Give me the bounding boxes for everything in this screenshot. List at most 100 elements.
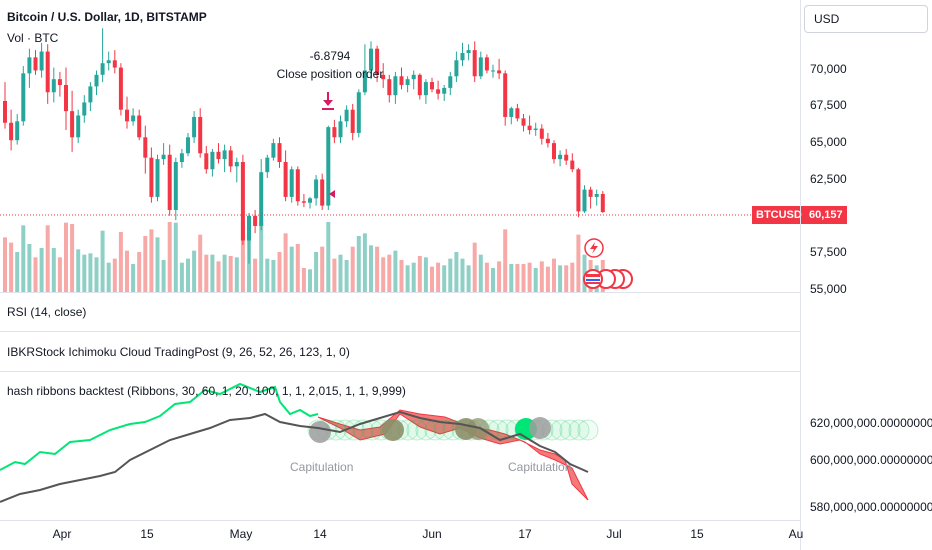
candle-body	[399, 76, 404, 85]
candle-body	[192, 116, 197, 138]
volume-bar	[259, 222, 264, 292]
volume-bar	[94, 257, 99, 292]
candle-body	[210, 151, 215, 170]
candle-body	[228, 150, 233, 167]
candle-body	[88, 86, 93, 103]
candle-body	[198, 116, 203, 154]
candle-body	[295, 169, 300, 202]
candle-body	[344, 109, 349, 122]
rsi-pane-label[interactable]: RSI (14, close)	[7, 305, 87, 319]
volume-bar	[570, 262, 575, 292]
ichimoku-pane-label[interactable]: IBKRStock Ichimoku Cloud TradingPost (9,…	[7, 345, 350, 359]
candle-body	[64, 84, 68, 112]
candle-body	[314, 179, 319, 199]
volume-bar	[45, 225, 50, 292]
order-label: Close position order	[276, 67, 384, 81]
volume-bar	[558, 265, 563, 292]
volume-bar	[51, 248, 56, 292]
candle-body	[21, 73, 26, 122]
volume-bar	[533, 268, 538, 292]
hash-ribbons-pane[interactable]	[0, 372, 800, 520]
time-tick: 17	[518, 527, 532, 541]
volume-bar	[186, 258, 190, 292]
hash-ribbons-pane-label[interactable]: hash ribbons backtest (Ribbons, 30, 60, …	[7, 384, 406, 398]
volume-bar	[9, 242, 14, 292]
candle-body	[222, 150, 227, 160]
time-tick: Jun	[422, 527, 442, 541]
volume-bar	[503, 229, 508, 292]
candle-body	[515, 108, 520, 119]
pane-divider	[0, 331, 800, 332]
volume-label[interactable]: Vol · BTC	[7, 31, 59, 45]
candle-body	[387, 79, 392, 96]
price-tick: 57,500	[810, 245, 847, 259]
volume-bar	[216, 261, 221, 292]
ribbon-circle	[550, 419, 572, 441]
ribbon-circle	[568, 419, 590, 441]
candle-body	[179, 153, 184, 163]
volume-bar	[82, 254, 87, 292]
price-chart[interactable]	[0, 0, 800, 295]
candle-body	[33, 57, 38, 71]
volume-bar	[33, 257, 38, 292]
volume-bar	[289, 246, 294, 292]
volume-bar	[118, 232, 123, 292]
volume-bar	[253, 258, 258, 292]
volume-bar	[39, 248, 44, 292]
volume-bar	[552, 258, 556, 292]
volume-bar	[179, 262, 184, 292]
capitulation-label: Capitulation	[508, 460, 572, 474]
volume-bar	[442, 265, 447, 292]
candle-body	[118, 67, 123, 110]
flash-event-icon[interactable]	[584, 238, 604, 258]
candle-body	[594, 193, 599, 197]
price-tick: 62,500	[810, 172, 847, 186]
candle-body	[533, 128, 538, 131]
volume-bar	[100, 230, 105, 292]
candle-body	[527, 125, 532, 131]
candle-body	[271, 143, 276, 158]
economic-events-icon[interactable]	[583, 269, 633, 289]
volume-bar	[564, 265, 569, 292]
candle-body	[375, 48, 380, 75]
volume-bar	[277, 252, 282, 292]
slow-ribbon-line	[0, 410, 589, 503]
volume-bar	[393, 250, 398, 292]
ribbon-circle	[433, 419, 455, 441]
candle-body	[570, 160, 575, 170]
candle-body	[552, 143, 556, 160]
pane-divider	[0, 371, 800, 372]
candle-body	[448, 76, 453, 88]
candle-body	[149, 157, 154, 197]
candle-body	[478, 57, 483, 77]
volume-bar	[344, 260, 349, 292]
volume-bar	[448, 258, 453, 292]
volume-bar	[198, 234, 203, 292]
time-tick: Apr	[52, 527, 72, 541]
ribbon-circle	[406, 419, 428, 441]
volume-bar	[423, 257, 428, 292]
price-tick: 65,000	[810, 135, 847, 149]
candle-body	[600, 193, 605, 213]
candle-body	[253, 215, 258, 226]
candle-body	[442, 87, 447, 94]
candle-body	[497, 70, 502, 74]
volume-bar	[326, 222, 331, 292]
volume-bar	[143, 236, 148, 292]
volume-bar	[234, 257, 239, 292]
volume-bar	[137, 252, 142, 292]
volume-bar	[527, 262, 532, 292]
axis-divider	[800, 0, 801, 550]
candle-body	[100, 63, 105, 75]
volume-bar	[515, 264, 520, 292]
currency-selector[interactable]: USD	[804, 5, 928, 33]
candle-body	[82, 102, 87, 116]
volume-bar	[338, 254, 343, 292]
candle-body	[539, 128, 544, 139]
volume-bar	[484, 262, 489, 292]
signal-circle	[382, 419, 404, 441]
volume-bar	[369, 245, 373, 292]
capitulation-label: Capitulation	[290, 460, 354, 474]
signal-circle	[529, 417, 551, 439]
volume-bar	[399, 260, 404, 292]
